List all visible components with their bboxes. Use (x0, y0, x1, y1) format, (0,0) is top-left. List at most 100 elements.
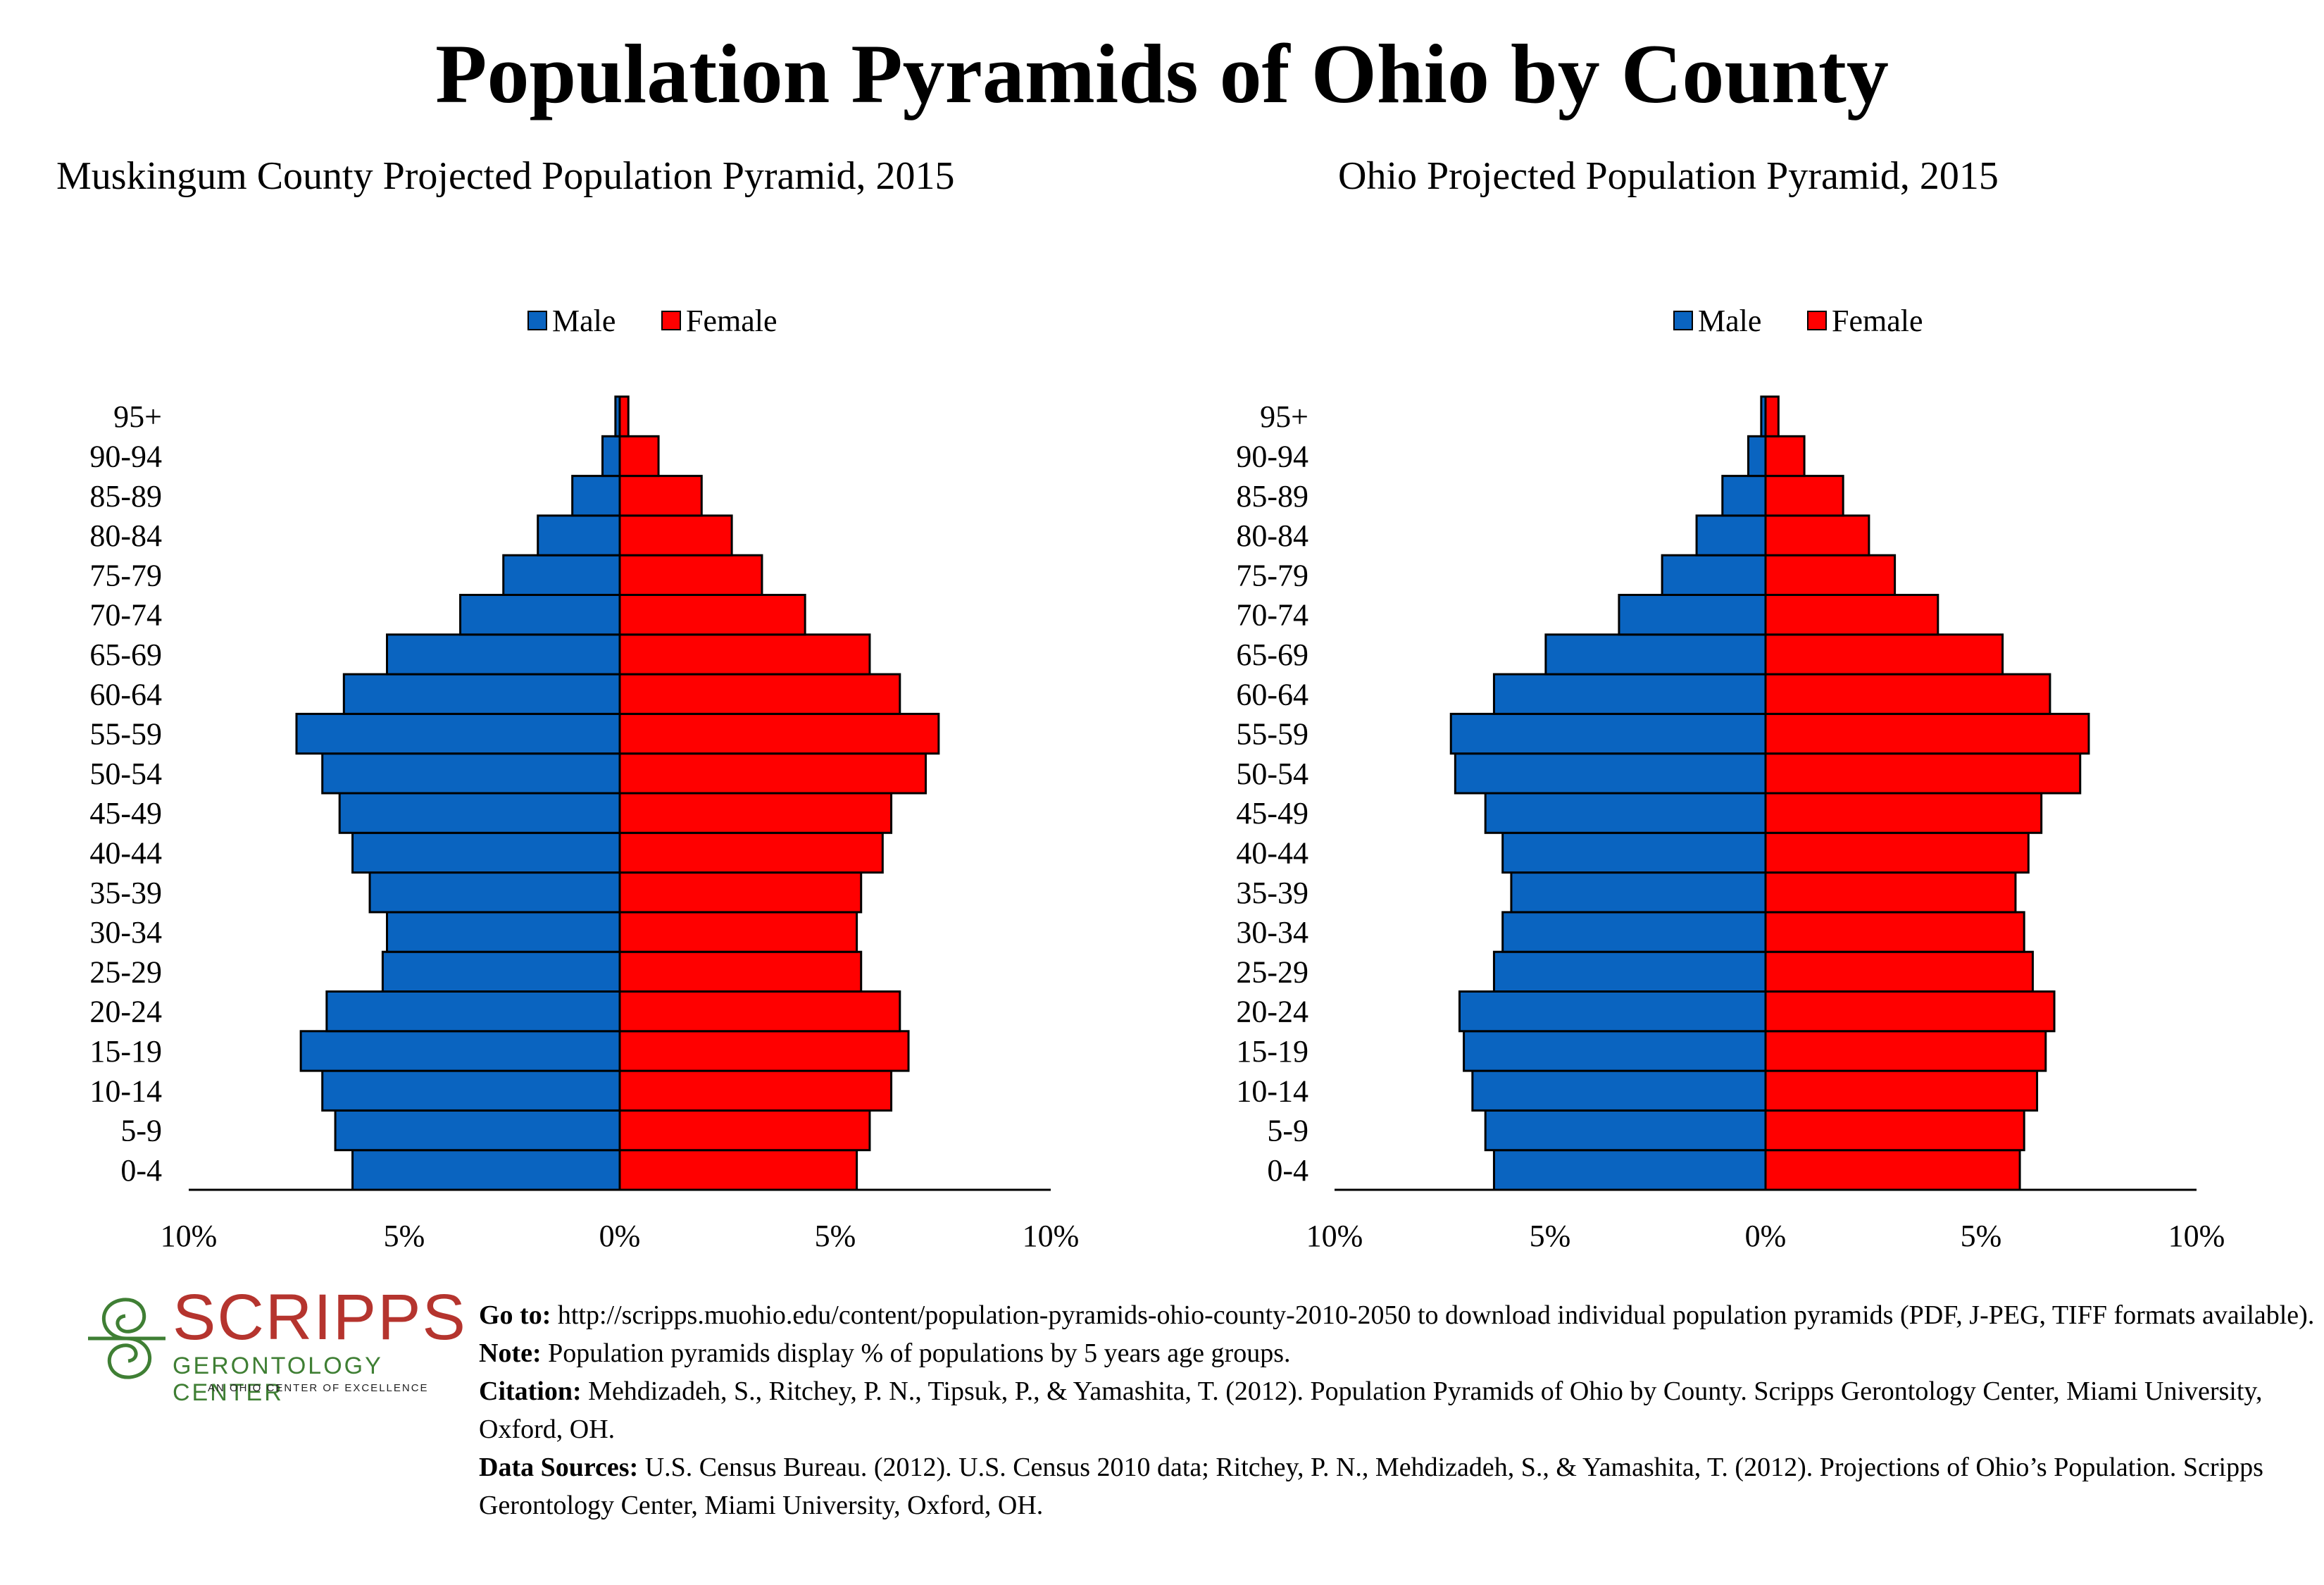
female-bar (618, 395, 630, 437)
male-bar (342, 673, 621, 715)
male-bar (1510, 871, 1767, 914)
female-bar (1764, 1109, 2025, 1152)
age-group-label: 95+ (1260, 399, 1308, 434)
male-bar (1463, 1030, 1767, 1072)
male-bar (1492, 950, 1767, 993)
age-group-label: 25-29 (89, 955, 162, 989)
chart-title: Ohio Projected Population Pyramid, 2015 (1338, 154, 1999, 198)
age-group-label: 80-84 (1236, 518, 1308, 553)
male-bar (459, 594, 621, 636)
female-bar (1764, 752, 2082, 795)
male-bar (1695, 514, 1767, 557)
age-group-label: 25-29 (1236, 955, 1308, 989)
female-bar (618, 594, 806, 636)
female-bar (1764, 594, 1939, 636)
male-bar (537, 514, 621, 557)
age-group-label: 70-74 (1236, 598, 1308, 633)
age-group-label: 20-24 (89, 995, 162, 1029)
age-group-label: 60-64 (89, 677, 162, 711)
female-bar (1764, 792, 2043, 834)
age-group-label: 80-84 (89, 518, 162, 553)
scripps-logo: SCRIPPS GERONTOLOGY CENTER AN OHIO CENTE… (85, 1282, 466, 1409)
sources-text: U.S. Census Bureau. (2012). U.S. Census … (479, 1453, 2263, 1520)
female-bar (618, 1030, 910, 1072)
male-bar (502, 554, 621, 597)
female-bar (1764, 1069, 2039, 1112)
female-bar (1764, 1149, 2021, 1191)
chart-title: Muskingum County Projected Population Py… (56, 154, 955, 198)
male-bar (386, 911, 621, 953)
female-bar (618, 1149, 858, 1191)
male-bar (338, 792, 621, 834)
age-group-label: 35-39 (89, 876, 162, 910)
x-tick-label: 10% (1306, 1219, 1363, 1253)
age-group-label: 10-14 (1236, 1074, 1308, 1108)
goto-text: http://scripps.muohio.edu/content/popula… (551, 1300, 2315, 1330)
female-bar (1764, 435, 1806, 478)
age-group-label: 0-4 (1267, 1153, 1308, 1188)
female-bar (618, 950, 863, 993)
female-bar (1764, 871, 2017, 914)
legend-female-label: Female (686, 304, 777, 338)
age-group-label: 65-69 (89, 638, 162, 672)
female-bar (618, 1109, 871, 1152)
logo-tagline: AN OHIO CENTER OF EXCELLENCE (208, 1382, 429, 1394)
female-bar (1764, 475, 1844, 517)
age-group-label: 45-49 (1236, 796, 1308, 831)
female-bar (1764, 990, 2056, 1033)
x-tick-label: 5% (815, 1219, 856, 1253)
age-group-label: 85-89 (89, 479, 162, 514)
age-group-label: 60-64 (1236, 677, 1308, 711)
male-bar (1747, 435, 1767, 478)
female-bar (618, 514, 733, 557)
note-label: Note: (479, 1338, 542, 1368)
citation-label: Citation: (479, 1376, 582, 1406)
female-bar (618, 1069, 893, 1112)
legend-male-swatch (1673, 311, 1693, 330)
female-bar (618, 831, 884, 874)
age-group-label: 15-19 (1236, 1034, 1308, 1069)
male-bar (321, 752, 621, 795)
male-bar (1501, 831, 1767, 874)
female-bar (1764, 395, 1780, 437)
legend-female-label: Female (1832, 304, 1923, 338)
age-group-label: 95+ (113, 399, 162, 434)
female-bar (1764, 514, 1870, 557)
female-bar (1764, 911, 2025, 953)
age-group-label: 0-4 (120, 1153, 162, 1188)
male-bar (1484, 792, 1767, 834)
citation-text: Mehdizadeh, S., Ritchey, P. N., Tipsuk, … (479, 1376, 2263, 1444)
male-bar (1454, 752, 1767, 795)
male-bar (1721, 475, 1767, 517)
female-bar (618, 990, 901, 1033)
male-bar (1492, 1149, 1767, 1191)
male-bar (1618, 594, 1767, 636)
age-group-label: 20-24 (1236, 995, 1308, 1029)
male-bar (1484, 1109, 1767, 1152)
logo-subtitle: GERONTOLOGY CENTER (173, 1353, 383, 1406)
age-group-label: 75-79 (89, 558, 162, 592)
female-bar (1764, 950, 2034, 993)
x-tick-label: 10% (2168, 1219, 2225, 1253)
age-group-label: 50-54 (89, 757, 162, 791)
note-line: Note: Population pyramids display % of p… (479, 1334, 2317, 1372)
x-tick-label: 10% (161, 1219, 218, 1253)
male-bar (571, 475, 621, 517)
female-bar (1764, 673, 2051, 715)
female-bar (618, 673, 901, 715)
male-bar (1501, 911, 1767, 953)
female-bar (618, 911, 858, 953)
x-tick-label: 0% (1745, 1219, 1787, 1253)
x-tick-label: 5% (1961, 1219, 2002, 1253)
sources-label: Data Sources: (479, 1453, 639, 1482)
x-tick-label: 5% (1530, 1219, 1571, 1253)
male-bar (1449, 712, 1767, 755)
age-group-label: 55-59 (89, 717, 162, 752)
age-group-label: 50-54 (1236, 757, 1308, 791)
x-tick-label: 5% (384, 1219, 425, 1253)
male-bar (386, 633, 621, 676)
male-bar (295, 712, 621, 755)
citation-line: Citation: Mehdizadeh, S., Ritchey, P. N.… (479, 1372, 2317, 1448)
age-group-label: 15-19 (89, 1034, 162, 1069)
logo-name: SCRIPPS (173, 1281, 467, 1353)
